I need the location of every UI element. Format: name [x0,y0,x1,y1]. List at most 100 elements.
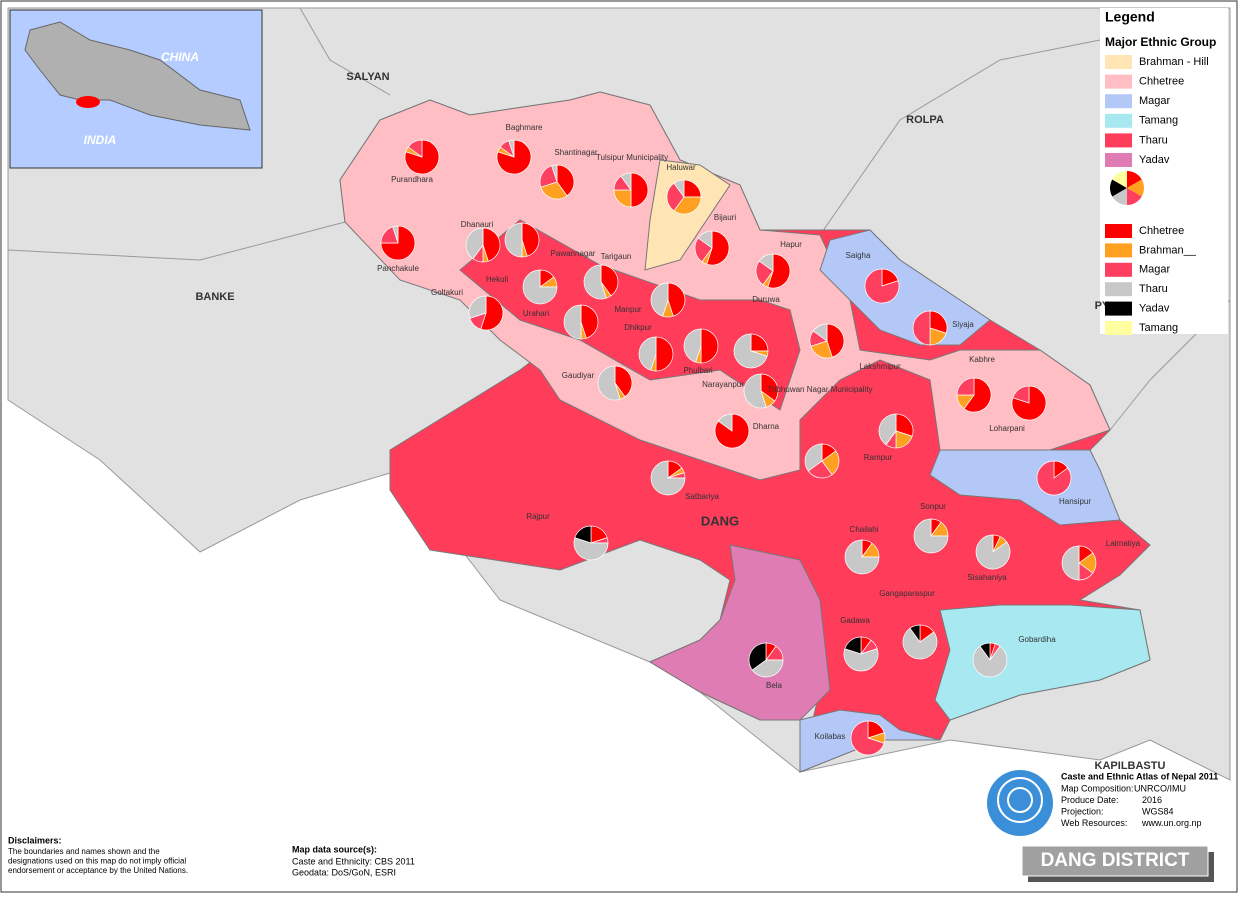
disclaimer-text: The boundaries and names shown and the [8,847,160,856]
un-logo [987,770,1053,836]
vdc-name: Narayanpur [702,380,744,389]
vdc-name: Baghmare [506,123,543,132]
pie-slice [540,181,568,200]
legend-pie-sample [1127,188,1142,205]
pie-slice [650,282,669,317]
pie-slice [504,222,523,258]
pie-slice [1036,460,1072,496]
dang-highlight [76,96,100,108]
pie-slice [975,534,1011,570]
pie-slice [826,323,845,358]
vdc-name: Rajpur [526,512,550,521]
chhetree-region [339,91,1111,481]
disclaimer-text: endorsement or acceptance by the United … [8,866,188,875]
legend-swatch [1105,55,1132,69]
vdc-name: Tarigaun [601,252,632,261]
vdc-name: Gaudiyar [562,371,595,380]
pie-slice [638,336,657,371]
vdc-name: Bijauri [714,213,736,222]
vdc-name: Saigha [846,251,871,260]
pie-slice [650,460,686,496]
pie-slice [392,225,399,244]
vdc-name: Gangaparaspur [879,589,935,598]
pie-slice [630,172,649,208]
info-value: UNRCO/IMU [1134,783,1186,793]
legend-label: Tamang [1139,115,1178,127]
pie-slice [717,413,733,432]
legend-swatch [1105,153,1132,167]
vdc-name: Sisahaniya [967,573,1007,582]
pie-slice [583,264,607,300]
tamang-region [934,604,1151,721]
legend-label: Yadav [1139,303,1170,315]
legend-swatch [1105,282,1132,297]
disclaimer-heading: Disclaimers: [8,835,62,845]
sources-heading: Map data source(s): [292,844,377,854]
legend-swatch [1105,262,1132,277]
pie-slice [697,230,713,249]
pie-slice [667,282,686,317]
district-border [7,221,346,261]
pie-slice [979,642,991,662]
pie-slice [522,269,558,305]
district-name: KAPILBASTU [1095,760,1166,772]
legend-swatch [1105,301,1132,316]
pie-slice [844,539,880,575]
vdc-name: Dhikpur [624,323,652,332]
pie-slice [1012,385,1030,404]
pie-slice [864,268,900,304]
legend-subtitle: Major Ethnic Group [1105,35,1216,49]
magar-region [819,229,991,346]
vdc-name: Bela [766,681,783,690]
pie-slice [913,518,949,554]
vdc-name: Haluwar [666,163,696,172]
pie-slice [804,443,823,472]
legend-label: Yadav [1139,154,1170,166]
district-border [819,39,1101,236]
pie-slice [521,222,540,257]
vdc-name: Gadawa [840,616,870,625]
legend-label: Brahman__ [1139,244,1197,256]
pie-slice [614,365,633,398]
vdc-name: Kabhre [969,355,995,364]
pie-slice [902,627,938,660]
vdc-name: Sonpur [920,502,946,511]
sources-text: Caste and Ethnicity: CBS 2011 [292,856,415,866]
legend-title: Legend [1105,9,1155,25]
pie-slice [600,264,619,297]
info-key: Web Resources: [1061,818,1127,828]
legend-swatch [1105,243,1132,258]
vdc-name: Lakshmipur [859,362,901,371]
district-name: DANG [701,513,739,528]
legend-label: Tharu [1139,283,1168,295]
pie-slice [1061,545,1080,581]
pie-slice [929,310,948,334]
legend-swatch [1105,224,1132,238]
pie-slice [972,645,1008,678]
nepal-shape [24,21,251,131]
vdc-name: Chailahi [850,525,879,534]
vdc-name: Goltakuri [431,288,463,297]
pie-slice [878,413,897,446]
un-emblem [997,777,1043,823]
vdc-name: Lalmatiya [1106,539,1141,548]
pie-slice [673,196,702,215]
pie-slice [620,172,632,192]
pie-slice [551,164,558,183]
legend-label: Chhetree [1139,76,1184,88]
pie-slice [751,659,784,678]
district-border [299,7,391,96]
un-emblem [987,770,1053,836]
legend-label: Tamang [1139,322,1178,334]
pie-slice [895,413,914,437]
vdc-name: Tulsipur Municipality [596,153,668,162]
brahman-region [644,159,731,271]
banner-title: DANG DISTRICT [1041,850,1190,871]
pie-slice [956,377,975,396]
info-key: Projection: [1061,806,1104,816]
pie-slice [482,227,501,262]
yadav-region [648,544,831,721]
vdc-name: Tribhuwan Nagar Municipality [767,385,872,394]
